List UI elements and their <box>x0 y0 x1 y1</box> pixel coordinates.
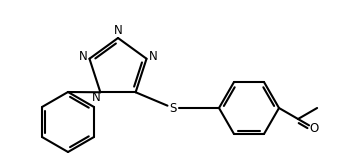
Text: N: N <box>78 50 87 63</box>
Text: N: N <box>149 50 158 63</box>
Text: O: O <box>310 122 319 135</box>
Text: N: N <box>92 91 101 104</box>
Text: S: S <box>169 101 177 115</box>
Text: N: N <box>114 25 122 37</box>
